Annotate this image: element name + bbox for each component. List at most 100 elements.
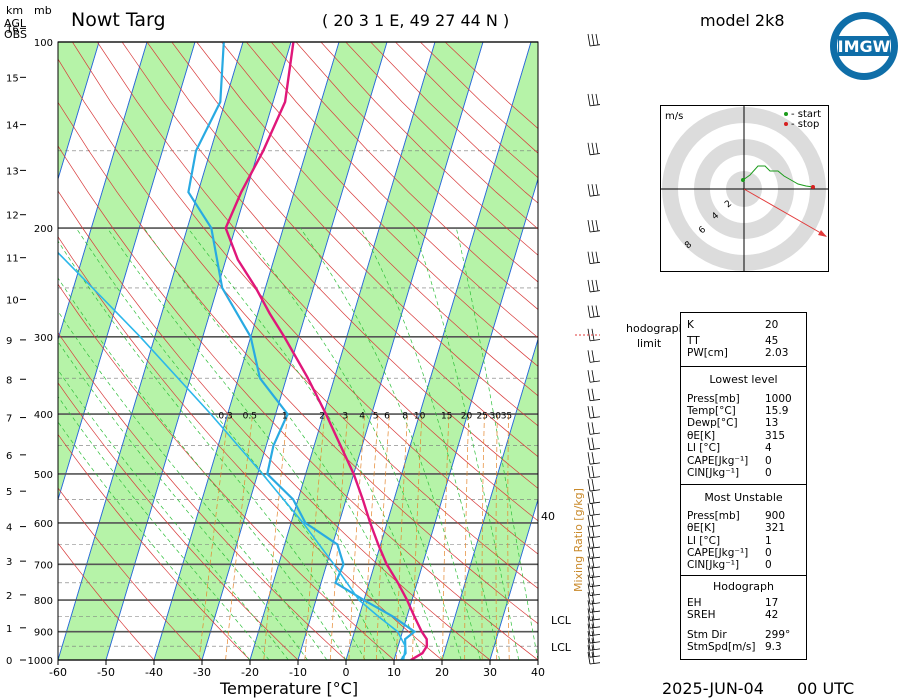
barb-feather (587, 452, 591, 465)
profile-line (187, 42, 417, 660)
barb-feather (591, 592, 595, 604)
barb-feather (591, 437, 595, 450)
height-label: 3 (6, 557, 12, 568)
pressure-label: 100 (34, 38, 53, 49)
hodo-unit: m/s (665, 111, 683, 122)
wind-barb (589, 230, 600, 233)
mixing-ratio-label: 15 (441, 412, 452, 422)
dry-adiabat (270, 42, 538, 310)
barb-feather (591, 574, 595, 587)
mixing-ratio-line (495, 414, 498, 660)
barb-feather (587, 388, 591, 401)
wind-barb (589, 489, 600, 492)
barb-feather (587, 645, 591, 658)
x-tick-label: -10 (289, 666, 307, 679)
dry-adiabat (58, 487, 203, 660)
barb-feather (591, 370, 595, 382)
dry-adiabat (58, 382, 299, 660)
mixing-ratio-label: 0.5 (243, 412, 257, 422)
barb-feather (591, 422, 595, 434)
moist-adiabat (58, 395, 270, 660)
height-label: 2 (6, 591, 12, 602)
barb-feather (587, 184, 591, 197)
dry-adiabat (58, 433, 251, 660)
barb-feather (591, 279, 595, 292)
x-tick-label: 20 (435, 666, 449, 679)
mixing-ratio-label: 35 (501, 412, 512, 422)
isotherm (58, 42, 148, 341)
dry-adiabat (121, 42, 538, 489)
isobars (58, 41, 538, 661)
mixing-ratio-line (481, 414, 485, 660)
isotherm (58, 42, 196, 502)
barb-feather (591, 556, 595, 568)
isotherm (489, 498, 538, 660)
isotherm (249, 42, 436, 660)
barb-feather (587, 616, 591, 629)
indices-table: K 20 TT 45 PW[cm] 2.03 Lowest level Press[m… (680, 312, 807, 660)
moist-adiabat (300, 227, 481, 660)
barb-feather (595, 305, 599, 317)
barb-feather (587, 305, 591, 318)
temp-band (0, 42, 3, 660)
barb-feather (591, 546, 595, 559)
barb-feather (591, 406, 595, 418)
wind-barb (589, 339, 600, 342)
barb-feather (591, 219, 595, 232)
barb-feather (587, 93, 591, 106)
label-40: 40 (541, 510, 555, 523)
dry-adiabat (58, 542, 155, 660)
barb-feather (591, 350, 595, 362)
dry-adiabat (58, 101, 538, 625)
station-coords: ( 20 3 1 E, 49 27 44 N ) (322, 11, 510, 30)
barb-feather (591, 638, 595, 650)
wind-barb (589, 556, 600, 559)
x-tick-label: 40 (531, 666, 545, 679)
barb-feather (587, 465, 591, 479)
wind-barb (589, 447, 600, 451)
barb-feather (591, 565, 595, 578)
barb-feather (587, 546, 591, 559)
pressure-label: 900 (34, 628, 53, 639)
barb-feather (587, 525, 591, 538)
x-tick-label: -50 (97, 666, 115, 679)
barb-feather (587, 631, 591, 644)
dry-adiabat (146, 42, 538, 458)
lowest-level-section: Lowest level Press[mb] 1000 Temp[°C] 15.9 … (681, 367, 806, 485)
wind-barb (589, 662, 600, 665)
height-label: 16 (6, 24, 19, 35)
barb-feather (595, 33, 599, 46)
barb-feather (587, 478, 591, 492)
model-label: model 2k8 (700, 11, 785, 30)
height-label: 10 (6, 295, 19, 306)
barb-feather (587, 608, 591, 621)
dry-adiabat (58, 283, 395, 660)
barb-feather (587, 370, 591, 383)
moist-adiabat (58, 341, 308, 660)
indices-top: K 20 TT 45 PW[cm] 2.03 (681, 313, 806, 367)
mixing-ratio-label: 8 (402, 412, 408, 422)
lowest-level-title: Lowest level (709, 373, 778, 386)
station-title: Nowt Targ (71, 9, 166, 31)
barb-feather (587, 536, 591, 549)
wind-barb (589, 315, 600, 318)
barb-feather (587, 556, 591, 569)
wind-barb (589, 525, 600, 528)
moist-adiabat (187, 227, 443, 660)
temperature-bands (0, 42, 538, 660)
height-label: 0 (6, 656, 12, 667)
barb-feather (591, 525, 595, 538)
x-tick-label: -40 (145, 666, 163, 679)
pressure-label: 300 (34, 333, 53, 344)
moist-adiabat (360, 227, 500, 660)
wind-barb (589, 501, 600, 504)
barb-feather (591, 184, 595, 196)
barb-feather (595, 93, 599, 105)
mixing-ratio-line (225, 414, 253, 660)
barb-feather (591, 536, 595, 548)
dry-adiabat (246, 42, 538, 339)
barb-feather (587, 33, 591, 47)
wind-barb (589, 194, 600, 197)
x-tick-label: 30 (483, 666, 497, 679)
dry-adiabat (58, 332, 347, 660)
